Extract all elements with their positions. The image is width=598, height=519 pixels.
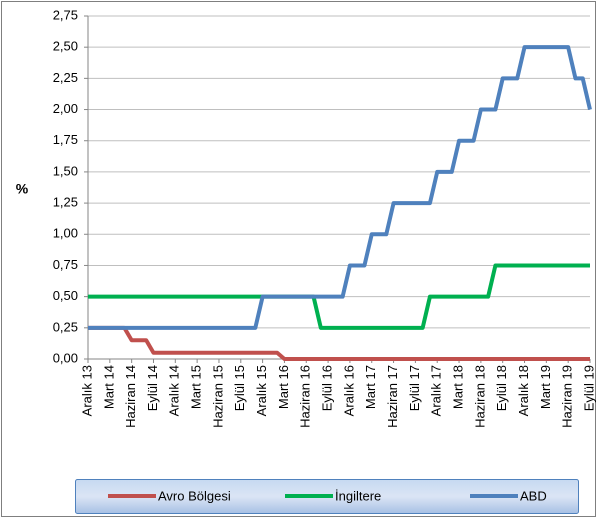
y-tick-label: 2,50: [53, 39, 78, 54]
x-tick-label: Aralık 16: [341, 365, 356, 416]
x-tick-label: Haziran 15: [210, 365, 225, 428]
x-tick-label: Mart 14: [101, 365, 116, 409]
x-tick-label: Aralık 18: [516, 365, 531, 416]
y-tick-label: 0,50: [53, 288, 78, 303]
x-tick-label: Eylül 18: [494, 365, 509, 411]
series-line: [88, 45, 592, 330]
x-tick-label: Eylül 17: [407, 365, 422, 411]
y-tick-label: 1,75: [53, 132, 78, 147]
series-line: [88, 263, 590, 330]
x-tick-label: Eylül 19: [581, 365, 596, 411]
x-tick-label: Mart 16: [276, 365, 291, 409]
x-tick-label: Aralık 14: [167, 365, 182, 416]
x-tick-label: Aralık 17: [429, 365, 444, 416]
x-tick-label: Aralık 15: [254, 365, 269, 416]
y-tick-label: 0,75: [53, 257, 78, 272]
y-tick-label: 0,00: [53, 350, 78, 365]
legend-label: Avro Bölgesi: [158, 488, 231, 503]
y-tick-label: 2,75: [53, 7, 78, 22]
y-tick-label: 2,25: [53, 70, 78, 85]
y-tick-label: 2,00: [53, 101, 78, 116]
y-tick-label: 1,50: [53, 163, 78, 178]
x-tick-label: Haziran 16: [298, 365, 313, 428]
x-tick-label: Mart 17: [363, 365, 378, 409]
y-tick-label: 0,25: [53, 319, 78, 334]
x-tick-label: Eylül 14: [145, 365, 160, 411]
y-tick-label: 1,25: [53, 195, 78, 210]
y-axis-label: %: [16, 181, 29, 197]
y-tick-label: 1,00: [53, 226, 78, 241]
x-tick-label: Haziran 18: [472, 365, 487, 428]
x-tick-label: Aralık 13: [79, 365, 94, 416]
x-tick-label: Haziran 19: [560, 365, 575, 428]
x-tick-label: Eylül 15: [232, 365, 247, 411]
x-tick-label: Haziran 14: [123, 365, 138, 428]
legend-label: ABD: [520, 488, 547, 503]
x-tick-label: Mart 15: [189, 365, 204, 409]
x-tick-label: Mart 18: [450, 365, 465, 409]
legend-label: İngiltere: [335, 488, 381, 503]
series-line: [88, 325, 590, 361]
x-tick-label: Haziran 17: [385, 365, 400, 428]
x-tick-label: Eylül 16: [320, 365, 335, 411]
x-tick-label: Mart 19: [538, 365, 553, 409]
